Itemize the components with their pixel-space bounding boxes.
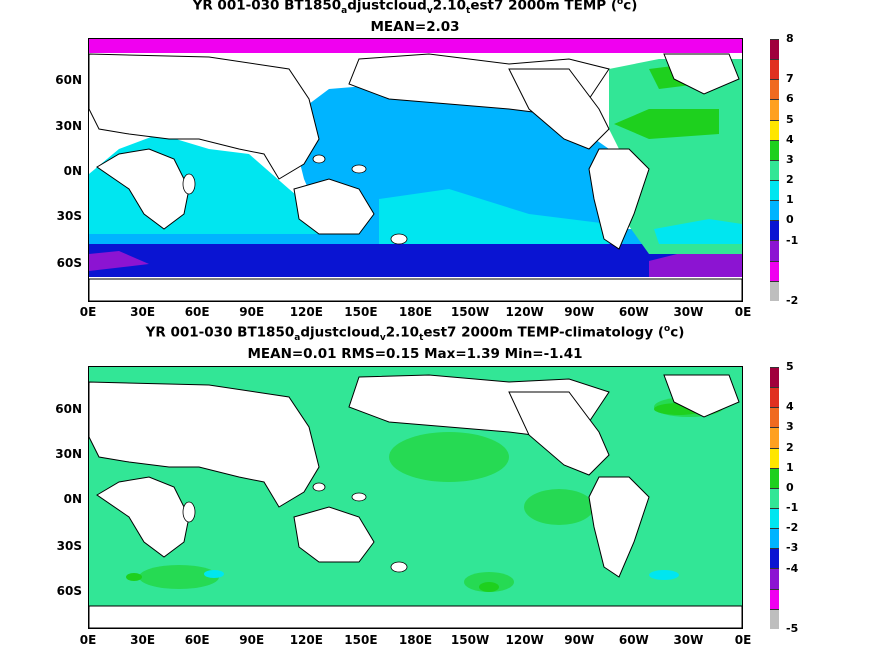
bottom-x-label: 90E: [239, 633, 265, 647]
bottom-x-label: 0E: [79, 633, 97, 647]
bottom-colorbar-label: 3: [786, 420, 794, 434]
bottom-map-title: YR 001-030 BT1850adjustcloudv2.10test7 2…: [145, 324, 685, 344]
top-x-label: 150W: [450, 305, 490, 319]
top-x-label: 0E: [79, 305, 97, 319]
bottom-x-label: 0E: [734, 633, 752, 647]
bottom-colorbar-label: 4: [786, 400, 794, 414]
bottom-colorbar-swatch: [770, 387, 779, 408]
top-map-stats: MEAN=2.03: [370, 19, 460, 35]
bottom-colorbar-label: -4: [786, 561, 799, 575]
bottom-colorbar-swatch: [770, 548, 779, 569]
top-colorbar-swatch: [770, 200, 779, 221]
bottom-colorbar-swatch: [770, 608, 779, 629]
top-colorbar-swatch: [770, 240, 779, 261]
top-colorbar-label: -2: [786, 294, 799, 307]
top-colorbar-label: 8: [786, 32, 794, 45]
bottom-x-label: 120W: [505, 633, 544, 647]
bottom-x-label: 30E: [130, 633, 156, 647]
top-x-label: 180E: [398, 305, 433, 319]
top-x-label: 120E: [289, 305, 323, 319]
top-colorbar-label: 4: [786, 132, 794, 146]
top-colorbar-swatch: [770, 119, 779, 140]
top-colorbar-label: 5: [786, 112, 794, 126]
bottom-colorbar-swatch: [770, 467, 779, 488]
bottom-y-label: 60S: [56, 584, 82, 598]
top-colorbar-label: 1: [786, 193, 794, 207]
bottom-colorbar-label: -2: [786, 521, 799, 535]
top-colorbar-swatch: [770, 179, 779, 201]
bottom-map-stats: MEAN=0.01 RMS=0.15 Max=1.39 Min=-1.41: [247, 346, 583, 362]
top-x-label: 30W: [673, 305, 704, 319]
bottom-colorbar-swatch: [770, 507, 779, 529]
top-y-label: 0N: [63, 164, 82, 178]
bottom-colorbar-swatch: [770, 528, 779, 549]
top-x-label: 120W: [505, 305, 544, 319]
top-colorbar-swatch: [770, 260, 779, 281]
top-colorbar-label: -1: [786, 233, 799, 247]
bottom-colorbar-swatch: [770, 487, 779, 508]
top-x-label: 150E: [344, 305, 378, 319]
bottom-y-label: 0N: [63, 492, 82, 506]
top-colorbar-swatch: [770, 280, 779, 301]
bottom-x-label: 150E: [344, 633, 378, 647]
top-colorbar-swatch: [770, 39, 779, 60]
top-colorbar-label: 2: [786, 173, 794, 187]
top-colorbar-swatch: [770, 59, 779, 80]
bottom-colorbar: [770, 367, 779, 629]
bottom-colorbar-label: 2: [786, 440, 794, 454]
top-x-label: 0E: [734, 305, 752, 319]
top-colorbar-swatch: [770, 159, 779, 180]
top-y-label: 30N: [55, 119, 82, 133]
bottom-x-label: 150W: [450, 633, 490, 647]
top-map-title: YR 001-030 BT1850adjustcloudv2.10test7 2…: [192, 0, 638, 17]
bottom-x-label: 180E: [398, 633, 433, 647]
bottom-colorbar-label: 1: [786, 460, 794, 474]
bottom-x-label: 60W: [618, 633, 649, 647]
bottom-colorbar-swatch: [770, 427, 779, 448]
top-y-label: 30S: [56, 209, 82, 223]
top-colorbar-label: 3: [786, 152, 794, 166]
top-colorbar-swatch: [770, 220, 779, 241]
bottom-y-label: 30S: [56, 539, 82, 553]
bottom-colorbar-swatch: [770, 367, 779, 388]
bottom-y-label: 60N: [55, 402, 82, 416]
top-colorbar-swatch: [770, 139, 779, 160]
bottom-colorbar-label: -1: [786, 501, 799, 515]
bottom-colorbar-swatch: [770, 447, 779, 468]
top-colorbar-swatch: [770, 99, 779, 120]
bottom-x-label: 60E: [184, 633, 210, 647]
bottom-map-plot: [88, 366, 743, 629]
top-colorbar-label: 6: [786, 92, 794, 106]
top-colorbar-label: 7: [786, 72, 794, 86]
top-y-label: 60S: [56, 256, 82, 270]
top-x-label: 90E: [239, 305, 265, 319]
bottom-colorbar-label: 0: [786, 480, 794, 494]
bottom-colorbar-label: -5: [786, 622, 799, 635]
bottom-colorbar-label: -3: [786, 541, 799, 555]
top-x-label: 60E: [184, 305, 210, 319]
bottom-colorbar-label: 5: [786, 360, 794, 373]
top-colorbar-label: 0: [786, 213, 794, 227]
top-x-label: 90W: [564, 305, 595, 319]
bottom-x-label: 90W: [564, 633, 595, 647]
top-colorbar: [770, 39, 779, 301]
bottom-x-label: 30W: [673, 633, 704, 647]
bottom-colorbar-swatch: [770, 407, 779, 428]
bottom-x-label: 120E: [289, 633, 323, 647]
top-x-label: 30E: [130, 305, 156, 319]
bottom-y-label: 30N: [55, 447, 82, 461]
bottom-colorbar-swatch: [770, 568, 779, 589]
top-y-label: 60N: [55, 73, 82, 87]
top-map-plot: [88, 38, 743, 302]
top-x-label: 60W: [618, 305, 649, 319]
top-colorbar-swatch: [770, 79, 779, 100]
bottom-colorbar-swatch: [770, 588, 779, 609]
